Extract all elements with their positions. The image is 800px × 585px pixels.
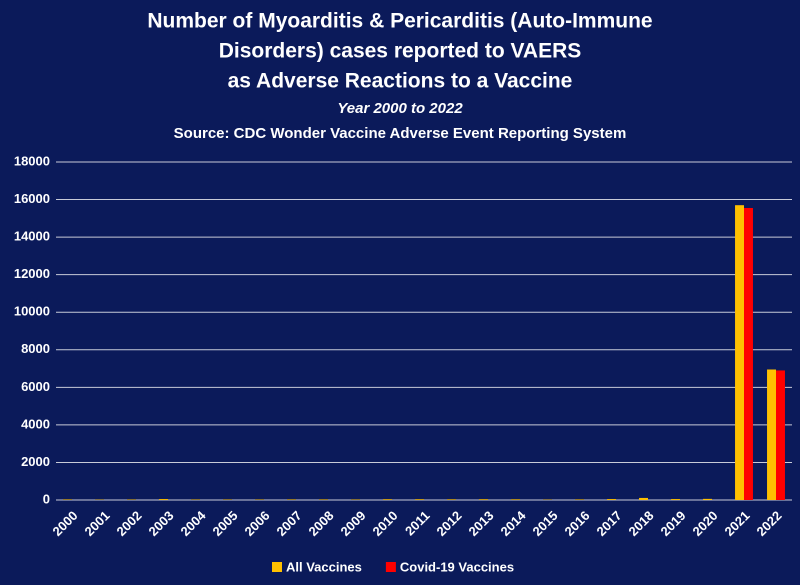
- bar: [415, 499, 424, 500]
- bar: [575, 499, 584, 500]
- legend-swatch: [385, 562, 396, 572]
- source: Source: CDC Wonder Vaccine Adverse Event…: [174, 125, 627, 142]
- subtitle: Year 2000 to 2022: [337, 100, 463, 117]
- y-tick-label: 6000: [21, 379, 50, 394]
- bar: [287, 499, 296, 500]
- bar: [607, 499, 616, 500]
- bar: [447, 499, 456, 500]
- y-tick-label: 12000: [14, 266, 50, 281]
- bar: [767, 369, 776, 500]
- bar: [319, 499, 328, 500]
- bar: [639, 497, 648, 500]
- y-tick-label: 2000: [21, 454, 50, 469]
- bar: [63, 499, 72, 500]
- y-tick-label: 16000: [14, 191, 50, 206]
- y-tick-label: 18000: [14, 153, 50, 168]
- chart-title: as Adverse Reactions to a Vaccine: [228, 70, 573, 93]
- chart-title: Disorders) cases reported to VAERS: [219, 40, 582, 63]
- bar: [479, 499, 488, 500]
- bar: [383, 499, 392, 500]
- y-tick-label: 14000: [14, 229, 50, 244]
- legend-label: Covid-19 Vaccines: [400, 559, 514, 574]
- chart-title: Number of Myoarditis & Pericarditis (Aut…: [147, 10, 652, 33]
- bar: [735, 205, 744, 500]
- y-tick-label: 10000: [14, 304, 50, 319]
- bar: [671, 499, 680, 500]
- bar: [159, 499, 168, 500]
- bar: [703, 498, 712, 500]
- legend-label: All Vaccines: [286, 559, 362, 574]
- bar: [776, 370, 785, 500]
- bar: [511, 499, 520, 500]
- y-tick-label: 0: [43, 491, 50, 506]
- y-tick-label: 4000: [21, 416, 50, 431]
- y-tick-label: 8000: [21, 341, 50, 356]
- legend-swatch: [272, 562, 282, 572]
- bar: [744, 208, 753, 500]
